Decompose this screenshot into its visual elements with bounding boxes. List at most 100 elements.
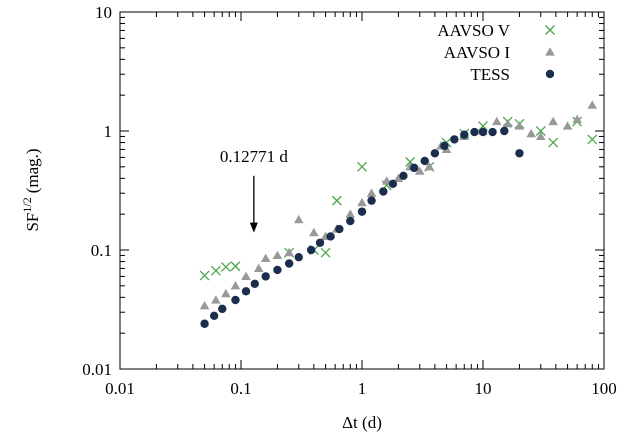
point-aavso-v-stroke bbox=[405, 156, 416, 167]
x-tick-label: 1 bbox=[358, 379, 367, 398]
point-aavso-v-stroke bbox=[320, 247, 331, 258]
point-aavso-i bbox=[535, 131, 546, 141]
point-tess bbox=[231, 295, 240, 305]
point-aavso-i bbox=[260, 253, 271, 262]
x-tick-label: 100 bbox=[591, 379, 617, 398]
annotation: 0.12771 d bbox=[220, 147, 289, 233]
point-aavso-i bbox=[199, 300, 210, 310]
point-tess bbox=[294, 252, 303, 262]
legend-marker-aavso-v-stroke bbox=[545, 25, 555, 35]
point-tess bbox=[470, 127, 479, 137]
legend-marker-tess bbox=[545, 69, 555, 79]
point-tess bbox=[346, 216, 355, 226]
series-aavso-v bbox=[199, 116, 598, 281]
point-tess bbox=[357, 207, 367, 216]
data-series bbox=[199, 100, 598, 328]
point-tess bbox=[261, 272, 270, 281]
point-tess bbox=[388, 179, 398, 188]
annotation-arrow-head bbox=[249, 222, 258, 233]
point-tess bbox=[440, 141, 449, 151]
point-tess bbox=[209, 311, 219, 320]
y-tick-label: 10 bbox=[95, 3, 112, 22]
point-aavso-v-stroke bbox=[210, 265, 221, 276]
point-tess bbox=[241, 287, 251, 296]
point-tess bbox=[478, 127, 488, 137]
y-axis-label-exponent: 1/2 bbox=[20, 197, 34, 212]
point-tess bbox=[488, 127, 497, 137]
legend-label-tess: TESS bbox=[470, 65, 510, 84]
point-aavso-i bbox=[272, 250, 283, 260]
point-aavso-i bbox=[366, 188, 377, 197]
point-tess bbox=[200, 319, 209, 328]
point-tess bbox=[450, 135, 459, 144]
legend-marker-aavso-i bbox=[545, 47, 555, 56]
point-aavso-v-stroke bbox=[587, 134, 598, 145]
point-aavso-v bbox=[210, 265, 221, 276]
point-aavso-i bbox=[526, 128, 536, 138]
point-aavso-v-stroke bbox=[220, 262, 231, 272]
x-tick-label: 10 bbox=[475, 379, 492, 398]
point-aavso-v bbox=[320, 247, 331, 258]
y-axis-label-base: SF bbox=[23, 213, 42, 232]
axis-ticks: 0.01 0.1 1 10 100 0.01 0.1 1 10 bbox=[82, 3, 617, 398]
point-tess bbox=[367, 196, 376, 205]
legend-marker-aavso-v bbox=[545, 25, 555, 35]
point-tess bbox=[218, 304, 227, 314]
point-tess bbox=[326, 232, 335, 241]
point-tess bbox=[515, 149, 524, 158]
point-tess bbox=[335, 224, 344, 234]
point-aavso-i bbox=[211, 295, 221, 304]
point-aavso-v bbox=[331, 195, 342, 206]
point-tess bbox=[306, 245, 316, 255]
point-aavso-v-stroke bbox=[535, 126, 546, 136]
point-aavso-v bbox=[478, 121, 488, 132]
point-aavso-v bbox=[548, 137, 559, 148]
point-tess bbox=[273, 265, 282, 275]
point-aavso-i bbox=[230, 281, 241, 290]
point-tess bbox=[250, 279, 259, 288]
series-aavso-i bbox=[199, 100, 598, 310]
point-tess bbox=[500, 126, 509, 136]
point-aavso-i bbox=[491, 116, 502, 126]
point-aavso-i bbox=[221, 288, 231, 298]
point-aavso-v-stroke bbox=[331, 195, 342, 206]
point-tess bbox=[409, 163, 419, 173]
point-aavso-v bbox=[535, 126, 546, 136]
x-tick-label: 0.1 bbox=[230, 379, 251, 398]
point-tess bbox=[420, 156, 429, 166]
annotation-label: 0.12771 d bbox=[220, 147, 289, 166]
point-aavso-i bbox=[587, 100, 598, 109]
point-tess bbox=[379, 187, 388, 196]
point-aavso-v-stroke bbox=[230, 261, 241, 272]
x-axis-label: Δt (d) bbox=[342, 413, 382, 432]
series-tess bbox=[200, 126, 524, 328]
point-aavso-v-stroke bbox=[199, 270, 210, 281]
point-aavso-v bbox=[199, 270, 210, 281]
point-aavso-i bbox=[414, 166, 425, 175]
point-aavso-v-stroke bbox=[548, 137, 559, 148]
point-tess bbox=[315, 238, 325, 247]
point-aavso-i bbox=[502, 118, 513, 128]
point-aavso-i bbox=[253, 263, 264, 273]
point-tess bbox=[284, 259, 294, 268]
point-tess bbox=[460, 130, 469, 139]
point-aavso-v-stroke bbox=[478, 121, 488, 132]
legend-label-aavso-v: AAVSO V bbox=[437, 21, 510, 40]
point-aavso-i bbox=[284, 247, 294, 257]
point-aavso-v bbox=[220, 262, 231, 272]
point-aavso-i bbox=[514, 121, 525, 130]
y-axis-label-unit: (mag.) bbox=[23, 148, 42, 193]
y-tick-label: 1 bbox=[104, 122, 113, 141]
point-aavso-i bbox=[357, 197, 367, 207]
point-aavso-i bbox=[572, 114, 582, 124]
point-aavso-v bbox=[587, 134, 598, 145]
point-aavso-i bbox=[424, 162, 435, 171]
legend: AAVSO V AAVSO I TESS bbox=[437, 21, 555, 84]
y-axis-label: SF1/2 (mag.) bbox=[20, 148, 42, 231]
y-tick-label: 0.01 bbox=[82, 360, 112, 379]
point-aavso-i bbox=[548, 116, 558, 126]
point-aavso-i bbox=[393, 173, 404, 182]
point-aavso-i bbox=[309, 227, 319, 237]
y-tick-label: 0.1 bbox=[91, 241, 112, 260]
